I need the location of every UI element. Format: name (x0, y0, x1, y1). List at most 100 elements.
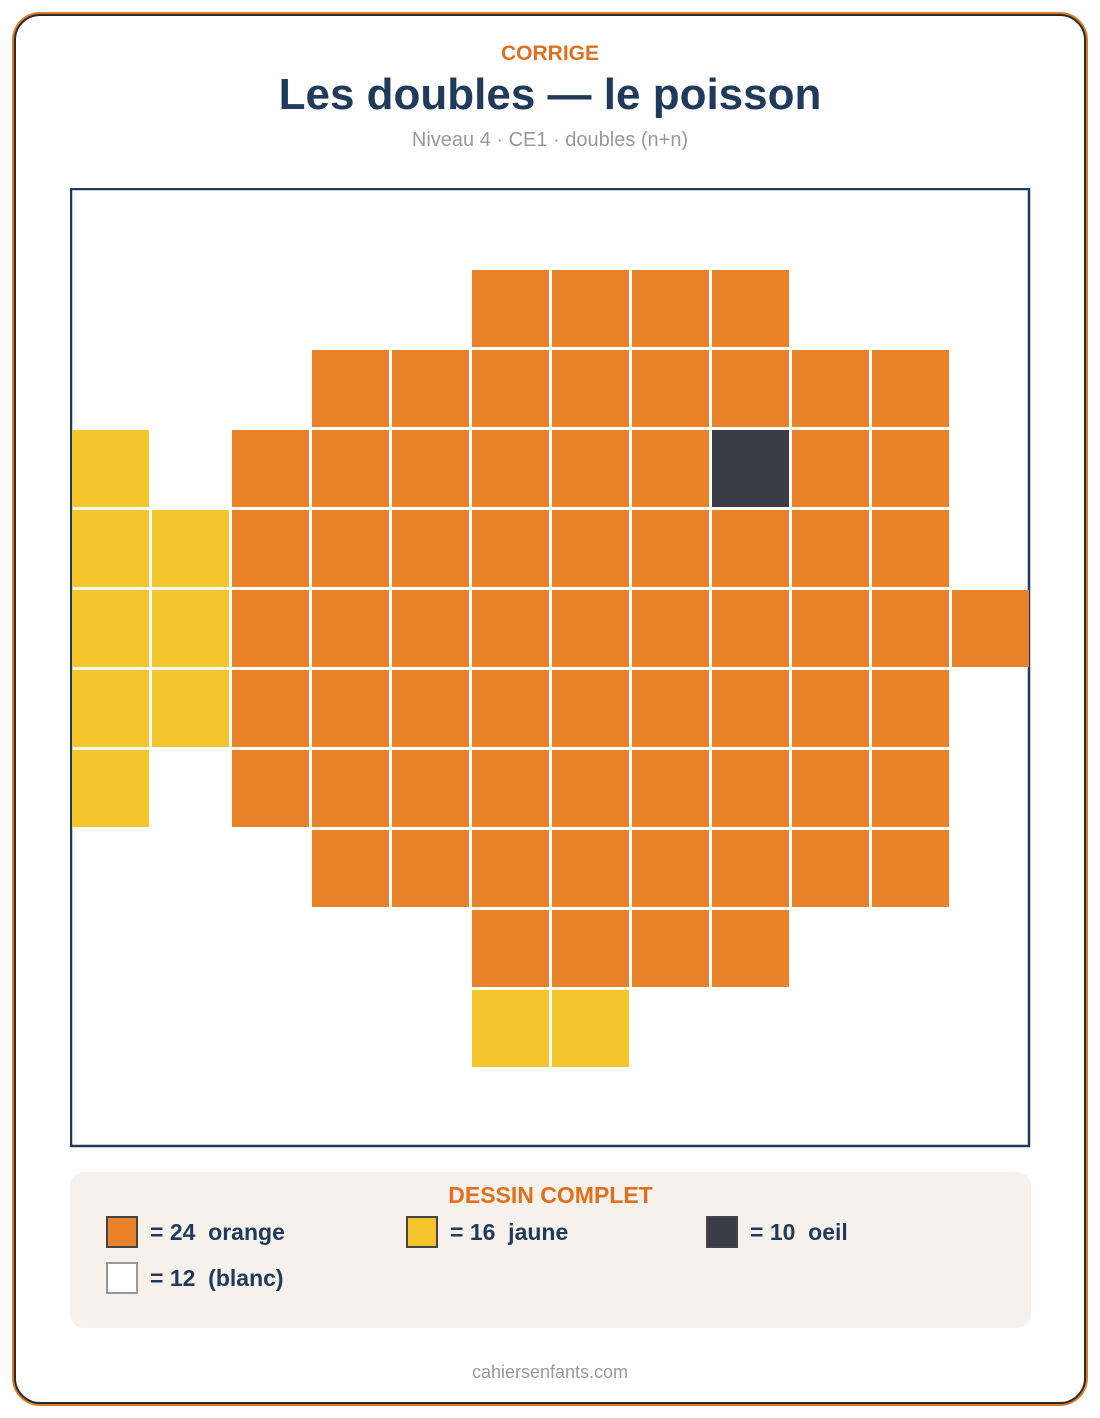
legend-text: = 10 oeil (750, 1218, 848, 1245)
pixel-cell (472, 350, 549, 427)
pixel-cell (552, 750, 629, 827)
swatch (106, 1262, 138, 1294)
pixel-cell (632, 830, 709, 907)
pixel-cell (872, 830, 949, 907)
pixel-cell (712, 910, 789, 987)
pixel-cell (872, 510, 949, 587)
pixel-cell (952, 590, 1029, 667)
pixel-cell (392, 750, 469, 827)
pixel-cell (872, 430, 949, 507)
pixel-cell (392, 430, 469, 507)
subtitle: Niveau 4 · CE1 · doubles (n+n) (411, 129, 689, 151)
pixel-cell (472, 910, 549, 987)
pixel-cell (712, 350, 789, 427)
legend-item: = 10 oeil (706, 1216, 848, 1248)
pixel-cell (712, 750, 789, 827)
legend-item: = 24 orange (106, 1216, 285, 1248)
pixel-cell (632, 510, 709, 587)
pixel-cell (72, 590, 149, 667)
pixel-cell (632, 750, 709, 827)
pixel-cell (152, 510, 229, 587)
pixel-cell (872, 350, 949, 427)
pixel-cell (552, 430, 629, 507)
pixel-cell (632, 430, 709, 507)
pixel-cell (392, 350, 469, 427)
pixel-cell (312, 750, 389, 827)
pixel-cell (472, 510, 549, 587)
pixel-cell (552, 270, 629, 347)
pixel-cell (312, 510, 389, 587)
legend-text: = 16 jaune (450, 1218, 569, 1245)
pixel-cell (312, 350, 389, 427)
pixel-cell (472, 430, 549, 507)
pixel-cell (552, 990, 629, 1067)
pixel-cell (792, 350, 869, 427)
swatch (706, 1216, 738, 1248)
pixel-cell (792, 590, 869, 667)
pixel-cell (392, 590, 469, 667)
pixel-cell (152, 670, 229, 747)
pixel-cell (712, 590, 789, 667)
pixel-cell (632, 910, 709, 987)
pixel-cell (232, 670, 309, 747)
pixel-cell (392, 830, 469, 907)
pixel-cell (472, 590, 549, 667)
pixel-cell (232, 510, 309, 587)
legend: DESSIN COMPLET = 24 orange = 16 jaune = … (70, 1172, 1031, 1328)
label: CORRIGE (500, 42, 599, 65)
pixel-cell (232, 590, 309, 667)
pixel-cell (312, 830, 389, 907)
pixel-cell (712, 670, 789, 747)
title: Les doubles — le poisson (278, 70, 822, 119)
pixel-cell (632, 590, 709, 667)
pixel-cell (792, 830, 869, 907)
pixel-cell (872, 670, 949, 747)
pixel-cell (312, 430, 389, 507)
pixel-cell (472, 830, 549, 907)
pixel-cell (632, 350, 709, 427)
footer: cahiersenfants.com (471, 1362, 629, 1382)
pixel-cell (712, 270, 789, 347)
pixel-cell (552, 350, 629, 427)
pixel-cell (712, 510, 789, 587)
pixel-cell (712, 830, 789, 907)
pixel-cell (872, 750, 949, 827)
pixel-cell (872, 590, 949, 667)
pixel-cell (152, 590, 229, 667)
pixel-cell (232, 750, 309, 827)
grid-frame (70, 188, 1031, 1148)
pixel-cell (792, 510, 869, 587)
legend-title: DESSIN COMPLET (448, 1182, 653, 1208)
pixel-cell (72, 670, 149, 747)
pixel-cell (72, 430, 149, 507)
pixel-cell (472, 750, 549, 827)
pixel-cell (552, 910, 629, 987)
legend-item: = 12 (blanc) (106, 1262, 284, 1294)
pixel-cell (632, 670, 709, 747)
pixel-cell (552, 590, 629, 667)
pixel-cell (712, 430, 789, 507)
pixel-cell (792, 670, 869, 747)
legend-item: = 16 jaune (406, 1216, 568, 1248)
pixel-grid (70, 188, 1031, 1148)
pixel-cell (792, 430, 869, 507)
pixel-cell (392, 510, 469, 587)
pixel-cell (472, 670, 549, 747)
pixel-cell (392, 670, 469, 747)
pixel-cell (552, 510, 629, 587)
pixel-cell (472, 990, 549, 1067)
swatch (406, 1216, 438, 1248)
pixel-cell (792, 750, 869, 827)
pixel-cell (552, 670, 629, 747)
pixel-cell (552, 830, 629, 907)
pixel-cell (312, 670, 389, 747)
legend-text: = 24 orange (150, 1218, 285, 1245)
swatch (106, 1216, 138, 1248)
legend-text: = 12 (blanc) (150, 1264, 284, 1291)
pixel-cell (232, 430, 309, 507)
pixel-cell (72, 510, 149, 587)
pixel-cell (72, 750, 149, 827)
pixel-cell (632, 270, 709, 347)
pixel-cell (312, 590, 389, 667)
